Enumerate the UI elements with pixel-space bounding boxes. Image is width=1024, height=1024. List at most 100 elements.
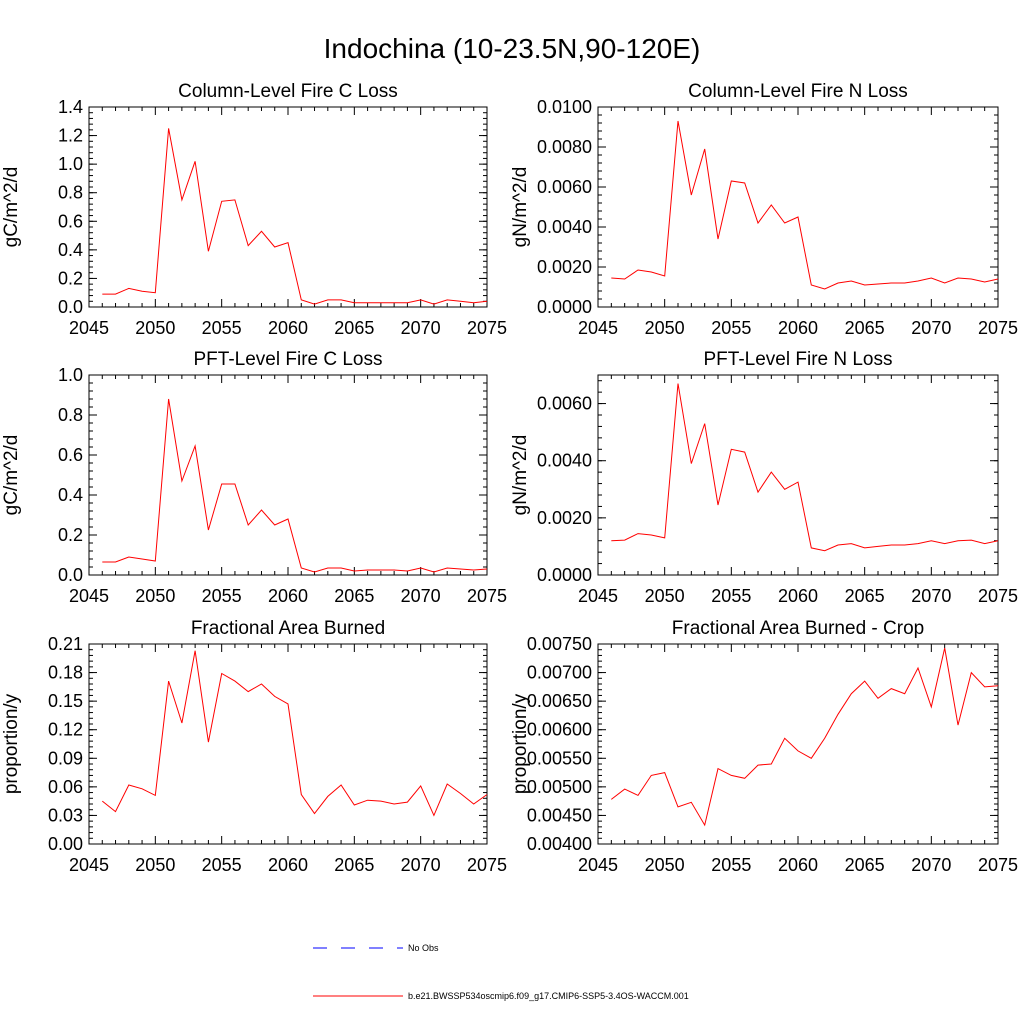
x-tick-label: 2060 xyxy=(778,318,818,338)
x-tick-label: 2055 xyxy=(711,318,751,338)
x-tick-label: 2050 xyxy=(135,586,175,606)
y-axis-label: gN/m^2/d xyxy=(510,435,531,516)
panel-title: Fractional Area Burned xyxy=(191,618,385,639)
y-tick-label: 1.4 xyxy=(58,97,83,117)
x-tick-label: 2045 xyxy=(69,318,109,338)
x-tick-label: 2045 xyxy=(69,586,109,606)
y-tick-label: 0.0000 xyxy=(537,565,592,585)
y-axis-label: proportion/y xyxy=(1,693,22,794)
plot-frame xyxy=(88,374,488,576)
y-tick-label: 0.06 xyxy=(48,777,83,797)
y-tick-label: 0.6 xyxy=(58,211,83,231)
y-tick-label: 0.15 xyxy=(48,691,83,711)
y-tick-label: 0.0020 xyxy=(537,257,592,277)
x-tick-label: 2045 xyxy=(578,318,618,338)
x-tick-label: 2075 xyxy=(978,855,1018,875)
plot-frame xyxy=(88,643,488,845)
panel-title: PFT-Level Fire N Loss xyxy=(704,349,893,370)
x-tick-label: 2065 xyxy=(334,855,374,875)
y-tick-label: 1.0 xyxy=(58,365,83,385)
y-tick-label: 0.8 xyxy=(58,183,83,203)
x-tick-label: 2070 xyxy=(401,318,441,338)
y-tick-label: 0.21 xyxy=(48,634,83,654)
x-tick-label: 2055 xyxy=(202,318,242,338)
x-tick-label: 2065 xyxy=(845,586,885,606)
chart-panel-1: Column-Level Fire C Loss gC/m^2/d 2045 2050… xyxy=(1,81,507,338)
plot-frame xyxy=(597,106,999,308)
y-tick-label: 0.00500 xyxy=(527,777,592,797)
y-tick-label: 0.0080 xyxy=(537,137,592,157)
x-tick-label: 2045 xyxy=(578,855,618,875)
panel-grid: Column-Level Fire C Loss gC/m^2/d 2045 2050… xyxy=(1,81,1018,875)
x-tick-label: 2055 xyxy=(711,586,751,606)
y-tick-label: 0.8 xyxy=(58,405,83,425)
x-tick-label: 2070 xyxy=(911,318,951,338)
y-axis-label: gC/m^2/d xyxy=(1,435,22,516)
y-tick-label: 0.18 xyxy=(48,663,83,683)
y-tick-label: 0.0000 xyxy=(537,297,592,317)
series-line-1 xyxy=(610,647,999,827)
y-tick-label: 0.0040 xyxy=(537,451,592,471)
chart-panel-6: Fractional Area Burned - Crop proportion/… xyxy=(510,618,1018,875)
legend-model-label: b.e21.BWSSP534oscmip6.f09_g17.CMIP6-SSP5… xyxy=(408,991,689,1001)
y-tick-label: 1.0 xyxy=(58,154,83,174)
y-tick-label: 0.0040 xyxy=(537,217,592,237)
x-tick-label: 2060 xyxy=(268,318,308,338)
x-tick-label: 2075 xyxy=(978,318,1018,338)
y-tick-label: 0.12 xyxy=(48,720,83,740)
y-tick-label: 0.2 xyxy=(58,268,83,288)
y-axis-label: gN/m^2/d xyxy=(510,167,531,248)
y-tick-label: 0.00550 xyxy=(527,748,592,768)
y-tick-label: 1.2 xyxy=(58,126,83,146)
y-tick-label: 0.00600 xyxy=(527,720,592,740)
x-tick-label: 2070 xyxy=(401,855,441,875)
x-tick-label: 2050 xyxy=(135,318,175,338)
panel-title: Fractional Area Burned - Crop xyxy=(672,618,924,639)
y-axis-label: proportion/y xyxy=(510,693,531,794)
y-tick-label: 0.0060 xyxy=(537,394,592,414)
x-tick-label: 2075 xyxy=(978,586,1018,606)
chart-panel-3: PFT-Level Fire C Loss gC/m^2/d 2045 2050 205… xyxy=(1,349,507,606)
panel-title: Column-Level Fire N Loss xyxy=(688,81,908,102)
series-line-1 xyxy=(611,120,999,290)
x-tick-label: 2075 xyxy=(467,586,507,606)
y-tick-label: 0.00450 xyxy=(527,805,592,825)
x-tick-label: 2065 xyxy=(845,855,885,875)
x-tick-label: 2050 xyxy=(135,855,175,875)
x-tick-label: 2065 xyxy=(845,318,885,338)
x-tick-label: 2060 xyxy=(778,586,818,606)
x-tick-label: 2045 xyxy=(69,855,109,875)
x-tick-label: 2060 xyxy=(268,586,308,606)
chart-panel-2: Column-Level Fire N Loss gN/m^2/d 2045 2050… xyxy=(510,81,1018,338)
y-tick-label: 0.0060 xyxy=(537,177,592,197)
y-tick-label: 0.4 xyxy=(58,485,83,505)
series-line-1 xyxy=(101,650,488,817)
plot-frame xyxy=(597,374,999,576)
series-line-1 xyxy=(611,383,999,552)
x-tick-label: 2065 xyxy=(334,318,374,338)
chart-panel-4: PFT-Level Fire N Loss gN/m^2/d 2045 2050 205… xyxy=(510,349,1018,606)
y-tick-label: 0.0 xyxy=(58,565,83,585)
plot-frame xyxy=(597,643,999,845)
x-tick-label: 2075 xyxy=(467,855,507,875)
plot-frame xyxy=(88,106,488,308)
y-axis-label: gC/m^2/d xyxy=(1,167,22,248)
y-tick-label: 0.00650 xyxy=(527,691,592,711)
x-tick-label: 2070 xyxy=(401,586,441,606)
x-tick-label: 2055 xyxy=(202,855,242,875)
x-tick-label: 2070 xyxy=(911,586,951,606)
x-tick-label: 2050 xyxy=(645,586,685,606)
y-tick-label: 0.09 xyxy=(48,748,83,768)
x-tick-label: 2045 xyxy=(578,586,618,606)
y-tick-label: 0.00750 xyxy=(527,634,592,654)
panel-title: Column-Level Fire C Loss xyxy=(178,81,398,102)
y-tick-label: 0.00700 xyxy=(527,663,592,683)
y-tick-label: 0.00 xyxy=(48,834,83,854)
x-tick-label: 2070 xyxy=(911,855,951,875)
series-line-1 xyxy=(102,398,488,573)
y-tick-label: 0.2 xyxy=(58,525,83,545)
x-tick-label: 2065 xyxy=(334,586,374,606)
legend: No Obs b.e21.BWSSP534oscmip6.f09_g17.CMI… xyxy=(313,943,689,1001)
y-tick-label: 0.0100 xyxy=(537,97,592,117)
